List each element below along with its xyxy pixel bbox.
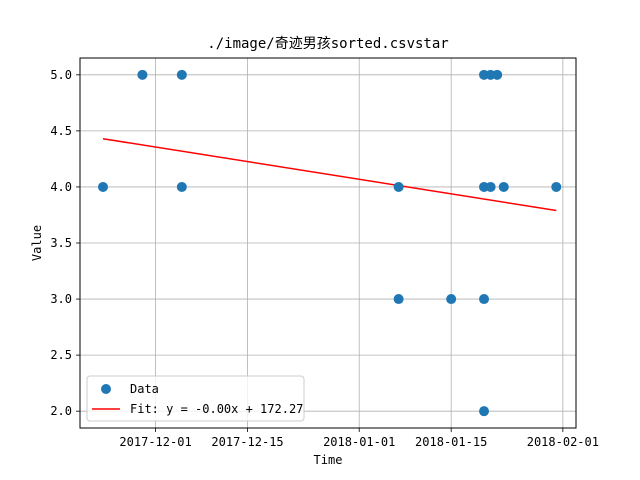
legend: Data Fit: y = -0.00x + 172.27: [86, 375, 305, 422]
x-tick-label: 2018-01-15: [415, 435, 487, 449]
data-point: [479, 294, 490, 305]
legend-marker-data: [101, 384, 111, 394]
y-axis-label: Value: [30, 225, 44, 261]
data-points-layer: [97, 69, 562, 417]
y-tick-label: 2.0: [50, 404, 72, 418]
y-axis-ticks: 2.0 2.5 3.0 3.5 4.0 4.5 5.0: [50, 68, 80, 418]
y-tick-label: 3.0: [50, 292, 72, 306]
x-tick-label: 2018-01-01: [323, 435, 395, 449]
chart-title: ./image/奇迹男孩sorted.csvstar: [207, 35, 448, 52]
data-point: [485, 181, 496, 192]
data-point: [97, 181, 108, 192]
legend-label-data: Data: [130, 382, 159, 396]
x-axis-label: Time: [314, 453, 343, 467]
data-point: [393, 294, 404, 305]
y-tick-label: 5.0: [50, 68, 72, 82]
y-tick-label: 4.0: [50, 180, 72, 194]
x-tick-label: 2018-02-01: [527, 435, 599, 449]
data-point: [393, 181, 404, 192]
y-tick-label: 4.5: [50, 124, 72, 138]
data-point: [551, 181, 562, 192]
data-point: [176, 181, 187, 192]
data-point: [137, 69, 148, 80]
x-tick-label: 2017-12-15: [211, 435, 283, 449]
x-axis-ticks: 2017-12-01 2017-12-15 2018-01-01 2018-01-15…: [119, 428, 599, 449]
data-point: [176, 69, 187, 80]
data-point: [492, 69, 503, 80]
y-tick-label: 3.5: [50, 236, 72, 250]
legend-box: [86, 375, 305, 422]
y-tick-label: 2.5: [50, 348, 72, 362]
data-point: [446, 294, 457, 305]
fit-line: [102, 137, 557, 212]
data-point: [498, 181, 509, 192]
data-point: [479, 406, 490, 417]
fit-line-layer: [102, 137, 557, 212]
legend-label-fit: Fit: y = -0.00x + 172.27: [130, 402, 303, 416]
x-tick-label: 2017-12-01: [119, 435, 191, 449]
